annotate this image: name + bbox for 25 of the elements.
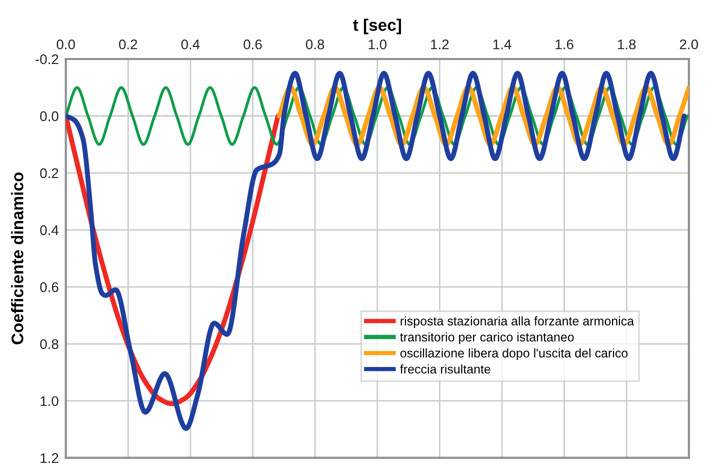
y-axis-title: Coefficiente dinamico [11, 172, 24, 344]
legend-label: freccia risultante [400, 364, 490, 374]
y-tick-label: -0.2 [36, 54, 58, 64]
y-tick-label: 1.2 [40, 453, 58, 463]
y-tick-label: 0.4 [40, 225, 58, 236]
x-tick-label: 0.6 [244, 39, 262, 50]
y-tick-label: 0.0 [40, 111, 58, 122]
x-tick-label: 0.2 [119, 39, 138, 50]
y-tick-label: 0.8 [40, 339, 58, 350]
x-tick-label: 0.4 [181, 39, 200, 50]
x-tick-label: 1.0 [368, 39, 386, 50]
legend-label: transitorio per carico istantaneo [400, 332, 574, 344]
y-tick-label: 1.0 [40, 396, 58, 406]
x-tick-label: 1.2 [431, 39, 449, 50]
x-tick-label: 0.0 [56, 39, 75, 50]
x-tick-label: 1.8 [618, 39, 636, 50]
legend-label: oscillazione libera dopo l'uscita del carico [400, 348, 628, 360]
x-axis-title: t [sec] [353, 18, 401, 34]
y-tick-label: 0.6 [40, 282, 58, 292]
y-tick-label: 0.2 [40, 168, 58, 178]
x-tick-label: 2.0 [680, 39, 698, 50]
x-tick-label: 0.8 [306, 39, 324, 50]
legend-label: risposta stazionaria alla forzante armonica [400, 316, 634, 328]
x-tick-label: 1.4 [493, 40, 512, 50]
x-tick-label: 1.6 [556, 39, 574, 50]
